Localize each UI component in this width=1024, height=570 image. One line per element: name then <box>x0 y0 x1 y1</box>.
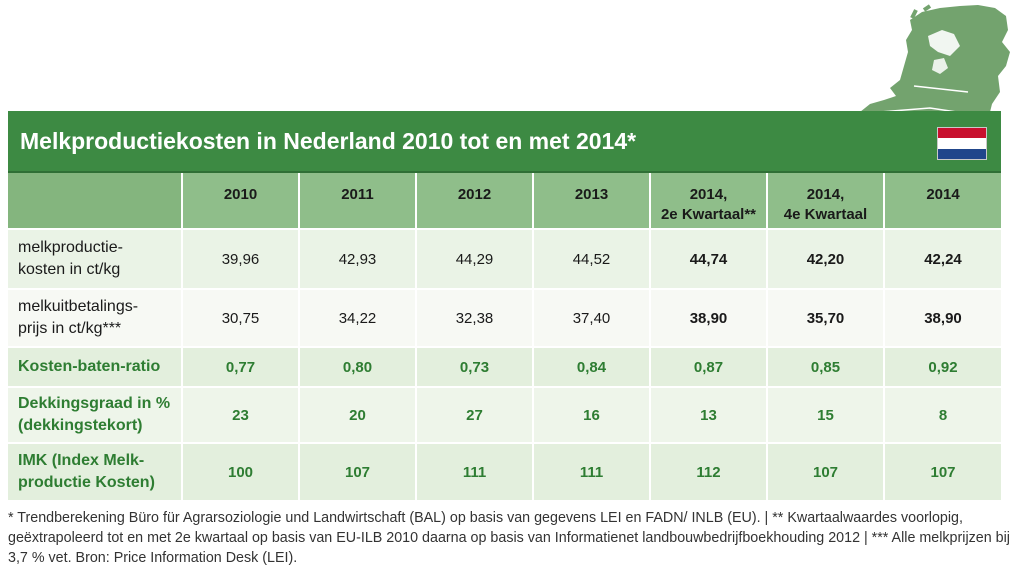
table-cell: 39,96 <box>182 229 300 290</box>
column-header: 2012 <box>416 173 534 230</box>
table-cell: 42,24 <box>884 229 1001 290</box>
column-header: 2014, 2e Kwartaal** <box>650 173 768 230</box>
row-label: melkproductie-kosten in ct/kg <box>8 229 183 290</box>
table-cell: 0,80 <box>299 347 417 388</box>
column-header: 2014, 4e Kwartaal <box>767 173 885 230</box>
table-cell: 15 <box>767 387 885 444</box>
header-row: 2010 2011 2012 2013 2014, 2e Kwartaal** 2… <box>8 173 1001 230</box>
table-cell: 111 <box>533 443 651 502</box>
table-cell: 44,74 <box>650 229 768 290</box>
table-row: Dekkingsgraad in % (dekkingstekort) 23 20… <box>8 387 1001 444</box>
table-cell: 107 <box>299 443 417 502</box>
title-bar: Melkproductiekosten in Nederland 2010 to… <box>8 111 1001 173</box>
header-corner <box>8 173 183 230</box>
row-label: melkuitbetalings-prijs in ct/kg*** <box>8 289 183 348</box>
table-cell: 100 <box>182 443 300 502</box>
table-cell: 8 <box>884 387 1001 444</box>
table-cell: 112 <box>650 443 768 502</box>
table-cell: 13 <box>650 387 768 444</box>
row-label: Dekkingsgraad in % (dekkingstekort) <box>8 387 183 444</box>
table-row: IMK (Index Melk-productie Kosten) 100 10… <box>8 443 1001 502</box>
dutch-flag-icon <box>937 127 987 160</box>
table-row: Kosten-baten-ratio 0,77 0,80 0,73 0,84 0… <box>8 347 1001 388</box>
table-cell: 111 <box>416 443 534 502</box>
column-header: 2013 <box>533 173 651 230</box>
table-cell: 0,84 <box>533 347 651 388</box>
table-cell: 42,93 <box>299 229 417 290</box>
column-header: 2010 <box>182 173 300 230</box>
table-cell: 37,40 <box>533 289 651 348</box>
data-table: 2010 2011 2012 2013 2014, 2e Kwartaal** 2… <box>8 173 1001 502</box>
table-row: melkuitbetalings-prijs in ct/kg*** 30,75… <box>8 289 1001 348</box>
table-cell: 107 <box>767 443 885 502</box>
table-row: melkproductie-kosten in ct/kg 39,96 42,9… <box>8 229 1001 290</box>
table-cell: 30,75 <box>182 289 300 348</box>
table-cell: 0,92 <box>884 347 1001 388</box>
column-header: 2011 <box>299 173 417 230</box>
table-cell: 42,20 <box>767 229 885 290</box>
table-cell: 38,90 <box>650 289 768 348</box>
table-cell: 0,85 <box>767 347 885 388</box>
table-cell: 32,38 <box>416 289 534 348</box>
table-cell: 0,77 <box>182 347 300 388</box>
table-cell: 107 <box>884 443 1001 502</box>
table-cell: 0,87 <box>650 347 768 388</box>
table-cell: 20 <box>299 387 417 444</box>
table-cell: 23 <box>182 387 300 444</box>
table-cell: 27 <box>416 387 534 444</box>
table-cell: 0,73 <box>416 347 534 388</box>
row-label: IMK (Index Melk-productie Kosten) <box>8 443 183 502</box>
table-cell: 34,22 <box>299 289 417 348</box>
column-header: 2014 <box>884 173 1001 230</box>
table-cell: 16 <box>533 387 651 444</box>
table-cell: 35,70 <box>767 289 885 348</box>
table-cell: 38,90 <box>884 289 1001 348</box>
page-title: Melkproductiekosten in Nederland 2010 to… <box>20 128 637 154</box>
footnote: * Trendberekening Büro für Agrarsoziolog… <box>8 510 1010 566</box>
table-cell: 44,29 <box>416 229 534 290</box>
row-label: Kosten-baten-ratio <box>8 347 183 388</box>
table-cell: 44,52 <box>533 229 651 290</box>
